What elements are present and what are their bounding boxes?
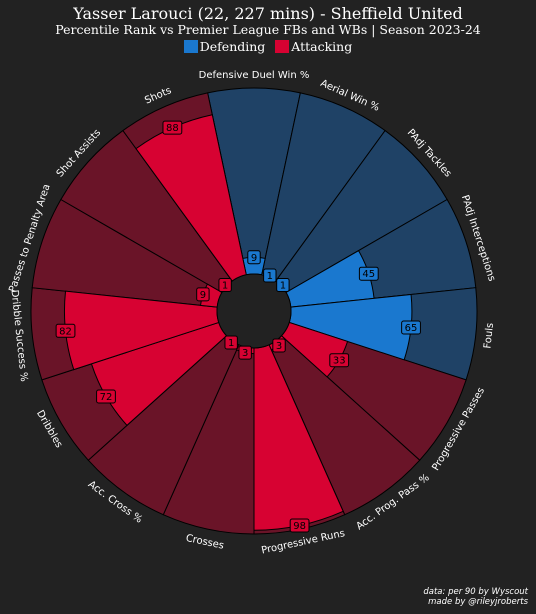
category-label-fouls: Fouls bbox=[482, 322, 496, 349]
value-text-acc-cross: 1 bbox=[228, 338, 234, 349]
value-text-crosses: 3 bbox=[242, 348, 248, 359]
value-label-dribble-success: 82 bbox=[55, 323, 76, 338]
value-label-dribbles: 72 bbox=[96, 389, 116, 404]
value-box-progressive-runs bbox=[289, 518, 310, 533]
value-box-acc-cross bbox=[224, 335, 238, 350]
category-label-dribble-success: Dribble Success % bbox=[8, 289, 29, 382]
value-label-shot-assists: 1 bbox=[218, 277, 232, 292]
value-text-padj-interceptions: 45 bbox=[362, 269, 375, 280]
value-label-passes-to-penalty-area: 9 bbox=[196, 287, 210, 302]
center-hole bbox=[216, 273, 292, 349]
value-text-progressive-runs: 98 bbox=[293, 521, 306, 532]
value-box-defensive-duel-win bbox=[247, 250, 261, 265]
legend-swatch-defending bbox=[183, 39, 198, 53]
chart-title: Yasser Larouci (22, 227 mins) - Sheffiel… bbox=[73, 4, 463, 23]
value-text-dribble-success: 82 bbox=[59, 326, 72, 337]
value-label-progressive-passes: 33 bbox=[329, 353, 350, 368]
footer-author: made by @rileyjroberts bbox=[428, 597, 528, 607]
legend-swatch-attacking bbox=[275, 39, 290, 53]
value-box-padj-tackles bbox=[276, 277, 290, 292]
legend: Defending Attacking bbox=[0, 37, 536, 55]
footer-credits: data: per 90 by Wyscout made by @rileyjr… bbox=[423, 587, 528, 607]
value-box-padj-interceptions bbox=[358, 266, 379, 281]
value-box-aerial-win bbox=[263, 268, 277, 283]
category-label-defensive-duel-win: Defensive Duel Win % bbox=[199, 70, 310, 81]
value-text-aerial-win: 1 bbox=[267, 271, 273, 282]
value-label-shots: 88 bbox=[162, 120, 183, 135]
value-label-progressive-runs: 98 bbox=[289, 518, 310, 533]
value-box-progressive-passes bbox=[329, 353, 350, 368]
value-label-fouls: 65 bbox=[401, 320, 421, 335]
value-text-shots: 88 bbox=[166, 123, 179, 134]
value-label-padj-interceptions: 45 bbox=[358, 266, 379, 281]
value-label-padj-tackles: 1 bbox=[276, 277, 290, 292]
value-text-acc-prog-pass: 3 bbox=[276, 341, 282, 352]
value-box-crosses bbox=[238, 345, 252, 360]
value-text-passes-to-penalty-area: 9 bbox=[200, 290, 206, 301]
value-label-acc-prog-pass: 3 bbox=[272, 338, 286, 353]
value-box-fouls bbox=[401, 320, 421, 335]
value-label-acc-cross: 1 bbox=[224, 335, 238, 350]
chart-subtitle: Percentile Rank vs Premier League FBs an… bbox=[55, 22, 481, 37]
value-text-progressive-passes: 33 bbox=[333, 356, 346, 367]
category-label-crosses: Crosses bbox=[185, 533, 225, 552]
value-text-dribbles: 72 bbox=[100, 392, 113, 403]
value-box-shot-assists bbox=[218, 277, 232, 292]
value-box-shots bbox=[162, 120, 183, 135]
value-box-dribbles bbox=[96, 389, 116, 404]
value-box-passes-to-penalty-area bbox=[196, 287, 210, 302]
legend-item-defending: Defending bbox=[183, 38, 266, 54]
value-box-dribble-success bbox=[55, 323, 76, 338]
value-label-defensive-duel-win: 9 bbox=[247, 250, 261, 265]
legend-item-attacking: Attacking bbox=[275, 39, 352, 54]
value-text-fouls: 65 bbox=[405, 323, 418, 334]
legend-label-defending: Defending bbox=[199, 38, 266, 54]
value-text-defensive-duel-win: 9 bbox=[251, 253, 257, 264]
value-label-crosses: 3 bbox=[238, 345, 252, 360]
legend-label-attacking: Attacking bbox=[291, 38, 353, 54]
value-label-aerial-win: 1 bbox=[263, 268, 277, 283]
category-label-shots: Shots bbox=[143, 85, 173, 106]
value-text-padj-tackles: 1 bbox=[280, 280, 286, 291]
footer-data-source: data: per 90 by Wyscout bbox=[423, 587, 528, 597]
value-box-acc-prog-pass bbox=[272, 338, 286, 353]
value-text-shot-assists: 1 bbox=[222, 280, 228, 291]
